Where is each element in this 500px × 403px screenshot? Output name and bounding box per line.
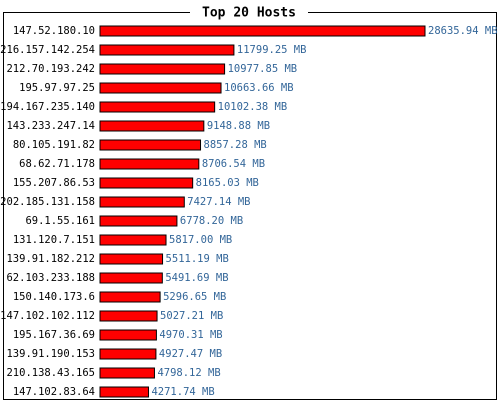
host-label: 68.62.71.178 <box>19 158 95 170</box>
value-label: 5027.21 MB <box>160 310 223 322</box>
title-background <box>190 4 308 20</box>
host-label: 139.91.182.212 <box>6 253 95 265</box>
host-label: 80.105.191.82 <box>13 139 95 151</box>
bar <box>99 158 200 170</box>
bar <box>99 310 158 322</box>
host-label: 195.167.36.69 <box>13 329 95 341</box>
host-label: 147.102.83.64 <box>13 386 95 398</box>
bar <box>99 215 178 227</box>
value-label: 28635.94 MB <box>428 25 498 37</box>
value-label: 11799.25 MB <box>237 44 307 56</box>
value-label: 8857.28 MB <box>204 139 267 151</box>
value-label: 4798.12 MB <box>157 367 220 379</box>
host-label: 147.102.102.112 <box>0 310 95 322</box>
bar <box>99 82 222 94</box>
bar <box>99 253 164 265</box>
value-label: 10977.85 MB <box>228 63 298 75</box>
bar <box>99 177 194 189</box>
value-label: 4271.74 MB <box>151 386 214 398</box>
host-label: 147.52.180.10 <box>13 25 95 37</box>
value-label: 8706.54 MB <box>202 158 265 170</box>
host-label: 155.207.86.53 <box>13 177 95 189</box>
value-label: 4927.47 MB <box>159 348 222 360</box>
bar <box>99 367 155 379</box>
host-label: 69.1.55.161 <box>25 215 95 227</box>
host-label: 212.70.193.242 <box>6 63 95 75</box>
value-label: 5511.19 MB <box>166 253 229 265</box>
host-label: 210.138.43.165 <box>6 367 95 379</box>
value-label: 5491.69 MB <box>165 272 228 284</box>
host-label: 143.233.247.14 <box>6 120 95 132</box>
value-label: 10102.38 MB <box>218 101 288 113</box>
host-label: 62.103.233.188 <box>6 272 95 284</box>
value-label: 5296.65 MB <box>163 291 226 303</box>
host-label: 131.120.7.151 <box>13 234 95 246</box>
bar <box>99 329 157 341</box>
chart-title: Top 20 Hosts <box>202 6 296 21</box>
value-label: 5817.00 MB <box>169 234 232 246</box>
bar <box>99 196 185 208</box>
bar <box>99 120 205 132</box>
bar <box>99 348 157 360</box>
bar <box>99 139 202 151</box>
bar <box>99 44 235 56</box>
value-label: 10663.66 MB <box>224 82 294 94</box>
host-label: 216.157.142.254 <box>0 44 95 56</box>
bar <box>99 234 167 246</box>
bar <box>99 101 216 113</box>
value-label: 7427.14 MB <box>187 196 250 208</box>
bar <box>99 291 161 303</box>
bar <box>99 272 163 284</box>
host-label: 139.91.190.153 <box>6 348 95 360</box>
bar <box>99 386 149 398</box>
bar <box>99 25 426 37</box>
value-label: 8165.03 MB <box>196 177 259 189</box>
host-label: 202.185.131.158 <box>0 196 95 208</box>
value-label: 4970.31 MB <box>159 329 222 341</box>
host-label: 195.97.97.25 <box>19 82 95 94</box>
host-label: 194.167.235.140 <box>0 101 95 113</box>
host-label: 150.140.173.6 <box>13 291 95 303</box>
bar <box>99 63 226 75</box>
value-label: 9148.88 MB <box>207 120 270 132</box>
value-label: 6778.20 MB <box>180 215 243 227</box>
